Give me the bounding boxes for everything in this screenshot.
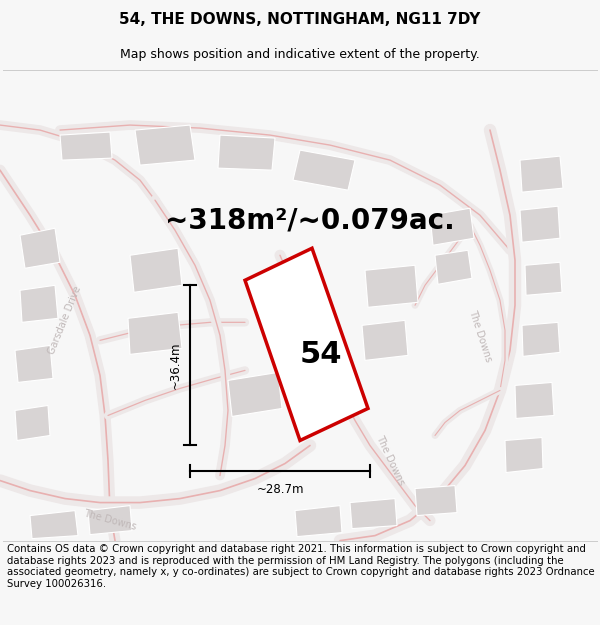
Polygon shape [135, 125, 195, 165]
Polygon shape [430, 208, 474, 245]
Text: 54: 54 [300, 340, 343, 369]
Polygon shape [365, 265, 418, 308]
Text: The Downs: The Downs [83, 509, 137, 532]
Text: The Downs: The Downs [374, 434, 406, 487]
Text: Garsdale Drive: Garsdale Drive [47, 285, 83, 356]
Text: Map shows position and indicative extent of the property.: Map shows position and indicative extent… [120, 48, 480, 61]
Polygon shape [522, 322, 560, 356]
Polygon shape [15, 406, 50, 441]
Text: 54, THE DOWNS, NOTTINGHAM, NG11 7DY: 54, THE DOWNS, NOTTINGHAM, NG11 7DY [119, 12, 481, 27]
Polygon shape [60, 132, 112, 160]
Polygon shape [20, 228, 60, 268]
Polygon shape [128, 312, 182, 354]
Polygon shape [435, 250, 472, 284]
Text: ~28.7m: ~28.7m [256, 482, 304, 496]
Polygon shape [520, 206, 560, 242]
Polygon shape [293, 150, 355, 190]
Polygon shape [362, 321, 408, 361]
Polygon shape [505, 438, 543, 472]
Polygon shape [20, 285, 58, 322]
Polygon shape [350, 499, 397, 529]
Polygon shape [228, 372, 282, 416]
Polygon shape [15, 346, 53, 382]
Polygon shape [525, 262, 562, 295]
Polygon shape [245, 248, 368, 441]
Text: ~318m²/~0.079ac.: ~318m²/~0.079ac. [165, 206, 455, 234]
Polygon shape [130, 248, 182, 292]
Text: ~36.4m: ~36.4m [169, 342, 182, 389]
Polygon shape [30, 511, 78, 539]
Text: Contains OS data © Crown copyright and database right 2021. This information is : Contains OS data © Crown copyright and d… [7, 544, 595, 589]
Polygon shape [515, 382, 554, 419]
Polygon shape [520, 156, 563, 192]
Polygon shape [88, 506, 132, 534]
Text: The Downs: The Downs [467, 308, 493, 362]
Polygon shape [415, 486, 457, 516]
Polygon shape [295, 506, 342, 537]
Polygon shape [218, 135, 275, 170]
